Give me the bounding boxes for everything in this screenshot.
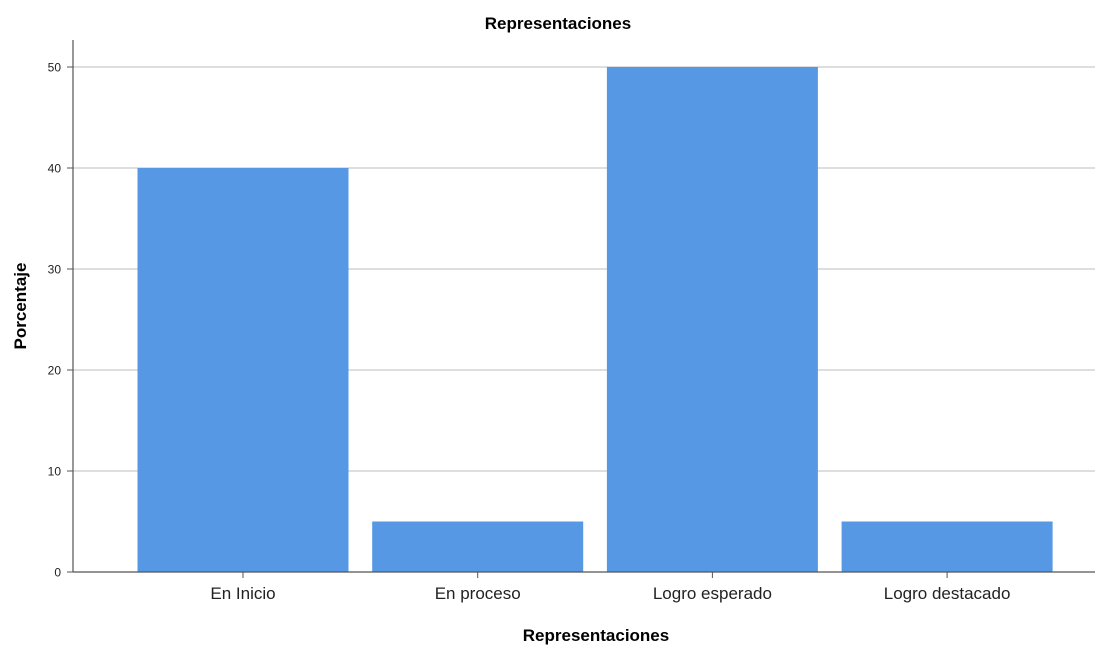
x-axis-label: Representaciones [523,626,669,645]
y-tick-label: 0 [54,566,61,580]
bar-logro-destacado [841,521,1053,572]
bars [137,67,1053,572]
y-tick-label: 20 [48,364,62,378]
y-tick-label: 30 [48,263,62,277]
y-tick-label: 40 [48,162,62,176]
axes [67,40,1095,578]
y-axis-label: Porcentaje [11,263,30,350]
x-tick-label: Logro esperado [653,584,772,603]
bar-logro-esperado [606,67,818,572]
x-tick-labels: En Inicio En proceso Logro esperado Logro d… [210,584,1010,603]
x-tick-label: En Inicio [210,584,275,603]
x-tick-label: Logro destacado [884,584,1011,603]
chart-title: Representaciones [485,14,631,33]
x-tick-label: En proceso [435,584,521,603]
bar-en-inicio [137,168,349,572]
y-tick-labels: 0 10 20 30 40 50 [48,61,62,580]
y-tick-label: 50 [48,61,62,75]
bar-en-proceso [372,521,584,572]
y-tick-label: 10 [48,465,62,479]
